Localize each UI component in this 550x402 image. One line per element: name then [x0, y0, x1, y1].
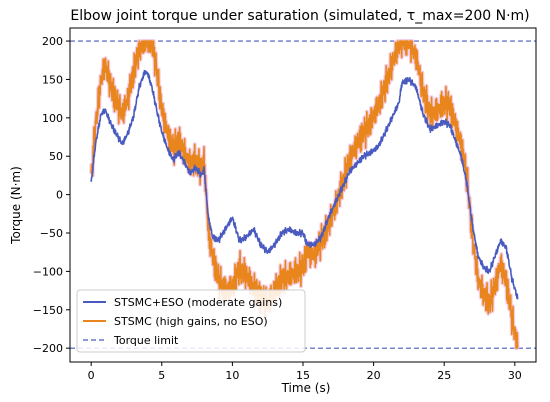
y-tick-label: 0 — [56, 189, 63, 202]
chart-title: Elbow joint torque under saturation (sim… — [70, 8, 529, 24]
y-tick-label: −50 — [40, 227, 63, 240]
y-tick-label: 50 — [49, 150, 63, 163]
legend-label-stsmc-eso: STSMC+ESO (moderate gains) — [114, 296, 282, 309]
series-stsmc-line — [90, 40, 519, 349]
x-tick-label: 10 — [225, 369, 239, 382]
x-tick-label: 25 — [437, 369, 451, 382]
x-tick-label: 0 — [88, 369, 95, 382]
legend-label-torque-limit: Torque limit — [113, 334, 179, 347]
x-axis: 0 5 10 15 20 25 30 — [88, 362, 522, 382]
y-axis: −200 −150 −100 −50 0 50 100 150 200 — [33, 35, 70, 355]
x-tick-label: 5 — [158, 369, 165, 382]
y-tick-label: 200 — [42, 35, 63, 48]
x-tick-label: 20 — [367, 369, 381, 382]
legend: STSMC+ESO (moderate gains) STSMC (high g… — [76, 289, 306, 353]
x-tick-label: 15 — [296, 369, 310, 382]
y-tick-label: 100 — [42, 112, 63, 125]
y-axis-label: Torque (N·m) — [9, 166, 23, 245]
legend-label-stsmc: STSMC (high gains, no ESO) — [114, 315, 268, 328]
series-stsmc-eso-line — [90, 69, 519, 300]
y-tick-label: 150 — [42, 73, 63, 86]
y-tick-label: −100 — [33, 265, 63, 278]
legend-box — [76, 289, 306, 353]
y-tick-label: −150 — [33, 304, 63, 317]
x-axis-label: Time (s) — [281, 381, 331, 395]
x-tick-label: 30 — [508, 369, 522, 382]
y-tick-label: −200 — [33, 342, 63, 355]
